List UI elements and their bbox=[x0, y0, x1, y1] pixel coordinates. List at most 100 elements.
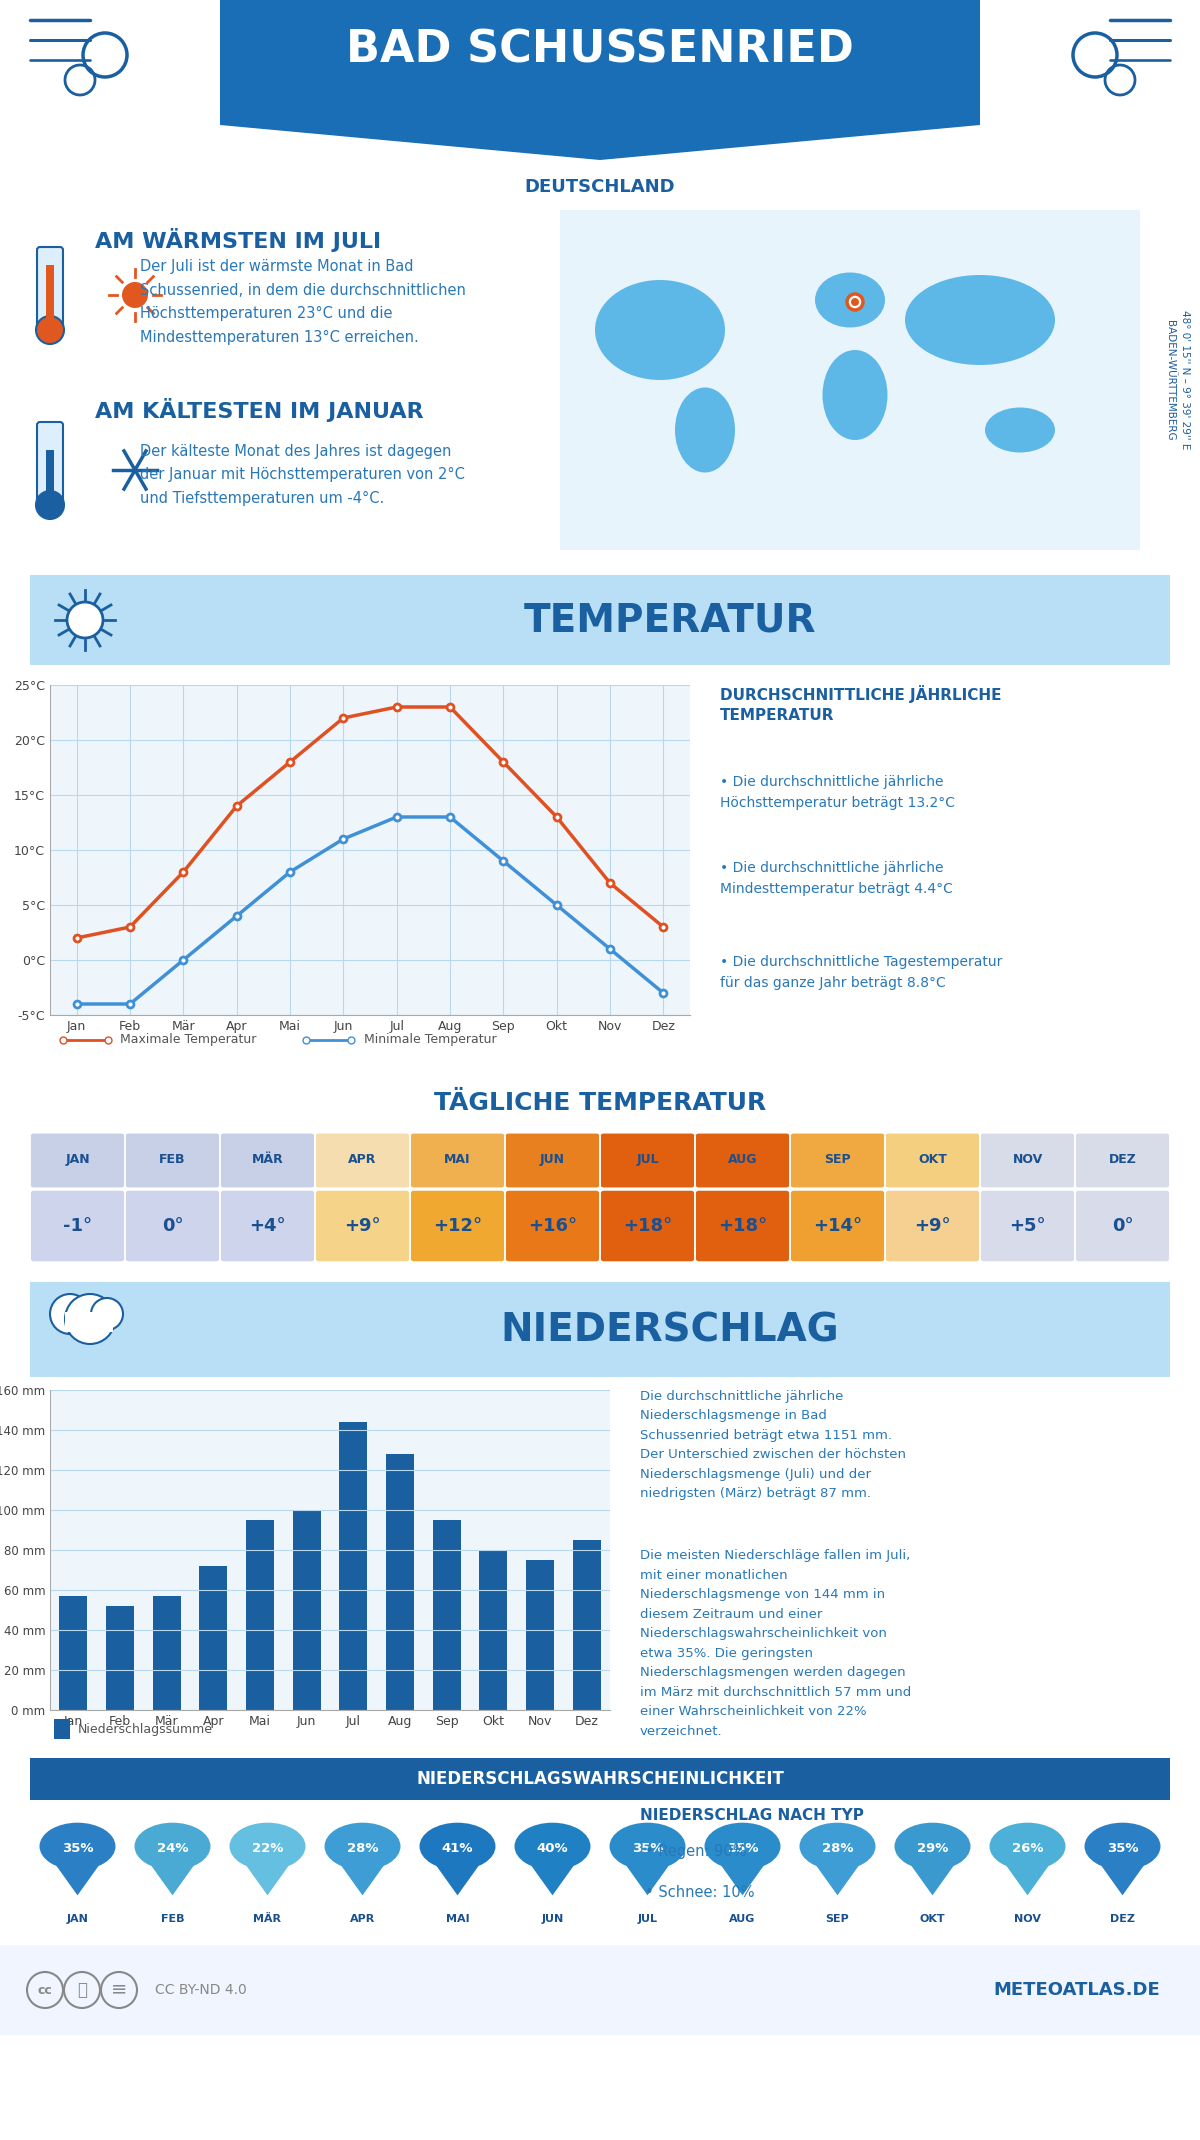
Text: OKT: OKT bbox=[918, 1153, 947, 1166]
FancyBboxPatch shape bbox=[886, 1190, 979, 1260]
Circle shape bbox=[894, 1823, 971, 1870]
Text: • Schnee: 10%: • Schnee: 10% bbox=[646, 1885, 755, 1900]
Text: • Die durchschnittliche jährliche
Höchsttemperatur beträgt 13.2°C: • Die durchschnittliche jährliche Höchst… bbox=[720, 775, 955, 809]
Text: Minimale Temperatur: Minimale Temperatur bbox=[364, 1034, 497, 1046]
Text: +4°: +4° bbox=[250, 1218, 286, 1235]
Bar bbox=[59, 1596, 88, 1710]
Text: APR: APR bbox=[348, 1153, 377, 1166]
FancyBboxPatch shape bbox=[886, 1134, 979, 1188]
FancyBboxPatch shape bbox=[22, 567, 1178, 672]
Text: AUG: AUG bbox=[727, 1153, 757, 1166]
Text: Niederschlagssumme: Niederschlagssumme bbox=[78, 1723, 214, 1736]
Text: TÄGLICHE TEMPERATUR: TÄGLICHE TEMPERATUR bbox=[434, 1091, 766, 1115]
Text: DURCHSCHNITTLICHE JÄHRLICHE
TEMPERATUR: DURCHSCHNITTLICHE JÄHRLICHE TEMPERATUR bbox=[720, 685, 1002, 723]
FancyBboxPatch shape bbox=[980, 1134, 1074, 1188]
Text: Die meisten Niederschläge fallen im Juli,
mit einer monatlichen
Niederschlagsmen: Die meisten Niederschläge fallen im Juli… bbox=[640, 1549, 911, 1738]
Text: Der Juli ist der wärmste Monat in Bad
Schussenried, in dem die durchschnittliche: Der Juli ist der wärmste Monat in Bad Sc… bbox=[140, 259, 466, 345]
Text: APR: APR bbox=[350, 1913, 376, 1924]
FancyBboxPatch shape bbox=[316, 1134, 409, 1188]
Text: +12°: +12° bbox=[433, 1218, 482, 1235]
Text: ⓘ: ⓘ bbox=[77, 1982, 88, 1999]
Text: 28%: 28% bbox=[347, 1843, 378, 1855]
Text: +5°: +5° bbox=[1009, 1218, 1046, 1235]
Circle shape bbox=[610, 1823, 685, 1870]
FancyBboxPatch shape bbox=[791, 1134, 884, 1188]
Text: 24%: 24% bbox=[157, 1843, 188, 1855]
FancyBboxPatch shape bbox=[126, 1190, 220, 1260]
Text: JUN: JUN bbox=[541, 1913, 564, 1924]
Text: JAN: JAN bbox=[65, 1153, 90, 1166]
Bar bbox=[433, 1519, 461, 1710]
FancyBboxPatch shape bbox=[221, 1134, 314, 1188]
FancyBboxPatch shape bbox=[506, 1134, 599, 1188]
Text: DEZ: DEZ bbox=[1109, 1153, 1136, 1166]
Circle shape bbox=[67, 601, 103, 638]
Polygon shape bbox=[716, 1858, 769, 1896]
Text: NOV: NOV bbox=[1013, 1153, 1043, 1166]
Circle shape bbox=[36, 490, 64, 520]
Bar bbox=[526, 1560, 554, 1710]
Text: 35%: 35% bbox=[1106, 1843, 1139, 1855]
Text: 29%: 29% bbox=[917, 1843, 948, 1855]
Text: MAI: MAI bbox=[445, 1913, 469, 1924]
Polygon shape bbox=[620, 1858, 674, 1896]
Text: JUL: JUL bbox=[637, 1913, 658, 1924]
FancyBboxPatch shape bbox=[221, 1190, 314, 1260]
FancyBboxPatch shape bbox=[0, 1757, 1200, 1802]
Ellipse shape bbox=[55, 1299, 115, 1340]
Text: FEB: FEB bbox=[161, 1913, 185, 1924]
Text: MÄR: MÄR bbox=[252, 1153, 283, 1166]
Circle shape bbox=[36, 317, 64, 345]
FancyBboxPatch shape bbox=[31, 1134, 124, 1188]
FancyBboxPatch shape bbox=[601, 1190, 694, 1260]
Bar bbox=[65, 1312, 113, 1331]
Polygon shape bbox=[336, 1858, 389, 1896]
Circle shape bbox=[851, 297, 859, 306]
Text: SEP: SEP bbox=[826, 1913, 850, 1924]
Text: 35%: 35% bbox=[631, 1843, 664, 1855]
Bar bbox=[54, 1718, 70, 1740]
FancyBboxPatch shape bbox=[37, 246, 64, 334]
Text: METEOATLAS.DE: METEOATLAS.DE bbox=[994, 1982, 1160, 1999]
Text: BAD SCHUSSENRIED: BAD SCHUSSENRIED bbox=[346, 28, 854, 71]
Text: AM WÄRMSTEN IM JULI: AM WÄRMSTEN IM JULI bbox=[95, 229, 382, 253]
Text: 48° 0' 15'' N – 9° 39' 29'' E: 48° 0' 15'' N – 9° 39' 29'' E bbox=[1180, 310, 1190, 449]
Text: 26%: 26% bbox=[1012, 1843, 1043, 1855]
Text: • Regen: 90%: • Regen: 90% bbox=[646, 1843, 746, 1860]
FancyBboxPatch shape bbox=[316, 1190, 409, 1260]
FancyBboxPatch shape bbox=[37, 422, 64, 507]
Bar bbox=[246, 1519, 274, 1710]
Ellipse shape bbox=[985, 407, 1055, 452]
Text: cc: cc bbox=[37, 1984, 53, 1997]
Ellipse shape bbox=[595, 280, 725, 381]
Text: • Die durchschnittliche Tagestemperatur
für das ganze Jahr beträgt 8.8°C: • Die durchschnittliche Tagestemperatur … bbox=[720, 954, 1002, 989]
Text: NIEDERSCHLAG NACH TYP: NIEDERSCHLAG NACH TYP bbox=[640, 1808, 864, 1823]
Text: AUG: AUG bbox=[730, 1913, 756, 1924]
Bar bbox=[479, 1549, 508, 1710]
FancyBboxPatch shape bbox=[696, 1190, 790, 1260]
Polygon shape bbox=[146, 1858, 199, 1896]
Text: JUN: JUN bbox=[540, 1153, 565, 1166]
Polygon shape bbox=[431, 1858, 484, 1896]
Bar bbox=[106, 1605, 134, 1710]
Text: JUL: JUL bbox=[636, 1153, 659, 1166]
Text: • Die durchschnittliche jährliche
Mindesttemperatur beträgt 4.4°C: • Die durchschnittliche jährliche Mindes… bbox=[720, 860, 953, 897]
Circle shape bbox=[799, 1823, 876, 1870]
FancyBboxPatch shape bbox=[31, 1190, 124, 1260]
Circle shape bbox=[324, 1823, 401, 1870]
FancyBboxPatch shape bbox=[410, 1134, 504, 1188]
FancyBboxPatch shape bbox=[126, 1134, 220, 1188]
Polygon shape bbox=[1096, 1858, 1150, 1896]
Text: Die durchschnittliche jährliche
Niederschlagsmenge in Bad
Schussenried beträgt e: Die durchschnittliche jährliche Niedersc… bbox=[640, 1391, 906, 1500]
Text: 22%: 22% bbox=[252, 1843, 283, 1855]
Circle shape bbox=[122, 282, 148, 308]
Text: CC BY-ND 4.0: CC BY-ND 4.0 bbox=[155, 1984, 247, 1997]
Ellipse shape bbox=[815, 272, 886, 327]
Bar bbox=[293, 1511, 320, 1710]
FancyBboxPatch shape bbox=[22, 1273, 1178, 1385]
Bar bbox=[152, 1596, 181, 1710]
Polygon shape bbox=[241, 1858, 294, 1896]
Polygon shape bbox=[526, 1858, 580, 1896]
FancyBboxPatch shape bbox=[1076, 1134, 1169, 1188]
Text: 0°: 0° bbox=[1111, 1218, 1133, 1235]
